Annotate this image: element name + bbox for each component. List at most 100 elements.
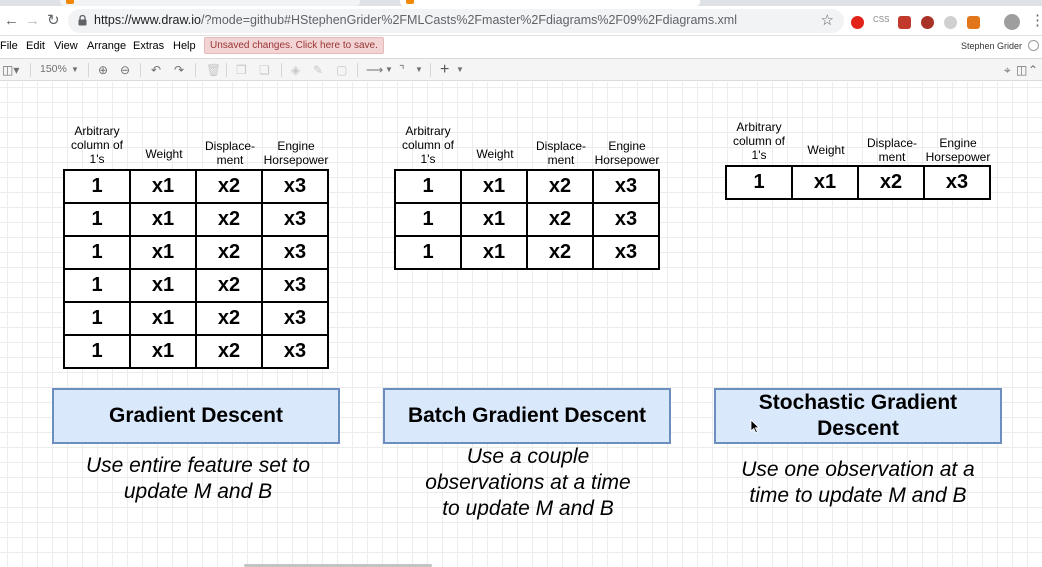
table-cell: 1 <box>725 165 793 200</box>
menu-file[interactable]: File <box>0 40 18 52</box>
table-cell: x1 <box>129 301 197 336</box>
browser-tab-active[interactable] <box>400 0 700 6</box>
table-cell: 1 <box>63 235 131 270</box>
table-cell: 1 <box>394 202 462 237</box>
table-cell: x3 <box>261 235 329 270</box>
collapse-icon[interactable]: ⌃ <box>1028 63 1039 77</box>
menu-arrange[interactable]: Arrange <box>87 40 127 52</box>
header-arbitrary-column: Arbitrary column of 1's <box>732 120 786 162</box>
table-cell: 1 <box>63 301 131 336</box>
menu-view[interactable]: View <box>54 40 78 52</box>
header-arbitrary-column: Arbitrary column of 1's <box>70 124 124 166</box>
profile-avatar[interactable] <box>1004 14 1020 30</box>
url-text: https://www.draw.io/?mode=github#HStephe… <box>94 13 737 27</box>
stochastic-gradient-descent-card[interactable]: Stochastic Gradient Descent <box>714 388 1002 444</box>
stochastic-gradient-descent-description[interactable]: Use one observation at a time to update … <box>741 458 975 507</box>
toolbar: ◫▾ 150% ▼ ⊕ ⊖ ↶ ↷ 🗑 ❐ ❏ ◈ ✎ ▢ ⟶ ▼ ⌝ ▼ + … <box>0 58 1042 81</box>
header-displacement: Displace- ment <box>866 136 917 164</box>
back-icon[interactable]: ← <box>4 12 19 29</box>
header-weight: Weight <box>476 147 514 161</box>
table-cell: x3 <box>261 169 329 204</box>
table-cell: 1 <box>63 202 131 237</box>
table-row: 1 x1 x2 x3 <box>63 202 329 237</box>
table-cell: x2 <box>195 169 263 204</box>
waypoints-dropdown-icon[interactable]: ▼ <box>415 65 423 74</box>
table-cell: x2 <box>526 235 594 270</box>
extension-icon[interactable] <box>898 16 911 29</box>
format-panel-icon[interactable]: ◫▾ <box>2 63 20 77</box>
zoom-out-icon[interactable]: ⊖ <box>120 63 131 77</box>
table-cell: x1 <box>129 334 197 369</box>
panel-toggle-icon[interactable]: ◫ <box>1016 63 1028 77</box>
opera-extension-icon[interactable] <box>851 16 864 29</box>
table-cell: x1 <box>791 165 859 200</box>
table-cell: x3 <box>261 268 329 303</box>
css-extension-icon[interactable]: CSS <box>873 15 891 28</box>
connection-icon[interactable]: ⟶ <box>366 63 384 77</box>
data-table-stochastic[interactable]: 1 x1 x2 x3 <box>725 165 991 200</box>
metamask-icon[interactable] <box>967 16 980 29</box>
undo-icon[interactable]: ↶ <box>151 63 162 77</box>
browser-tab[interactable] <box>60 0 360 6</box>
table-cell: x1 <box>460 235 528 270</box>
bookmark-star-icon[interactable]: ☆ <box>820 12 834 29</box>
batch-gradient-descent-description[interactable]: Use a couple observations at a time to u… <box>425 445 631 520</box>
fullscreen-icon[interactable]: ⌖ <box>1004 63 1011 77</box>
mouse-cursor-icon <box>750 419 760 434</box>
delete-icon[interactable]: 🗑 <box>206 63 222 77</box>
extension-grey-icon[interactable] <box>944 16 957 29</box>
to-back-icon[interactable]: ❏ <box>259 63 270 77</box>
diagram-canvas[interactable]: Arbitrary column of 1's Weight Displace-… <box>0 82 1042 567</box>
unsaved-changes-button[interactable]: Unsaved changes. Click here to save. <box>204 37 384 54</box>
zoom-in-icon[interactable]: ⊕ <box>98 63 109 77</box>
table-cell: x2 <box>195 301 263 336</box>
menu-edit[interactable]: Edit <box>26 40 45 52</box>
data-table-batch[interactable]: 1 x1 x2 x3 1 x1 x2 x3 1 x1 x2 x3 <box>394 169 660 270</box>
waypoints-icon[interactable]: ⌝ <box>399 63 405 77</box>
table-row: 1 x1 x2 x3 <box>63 235 329 270</box>
table-cell: x2 <box>195 334 263 369</box>
header-weight: Weight <box>145 147 183 161</box>
globe-icon[interactable] <box>1028 40 1039 51</box>
forward-icon[interactable]: → <box>25 12 40 29</box>
table-cell: x2 <box>857 165 925 200</box>
fill-color-icon[interactable]: ◈ <box>291 63 301 77</box>
extension-badge-icon[interactable] <box>921 16 934 29</box>
user-name[interactable]: Stephen Grider <box>960 41 1022 51</box>
menu-help[interactable]: Help <box>173 40 196 52</box>
header-weight: Weight <box>807 143 845 157</box>
header-engine-horsepower: Engine Horsepower <box>925 136 991 164</box>
url-input[interactable]: https://www.draw.io/?mode=github#HStephe… <box>68 9 844 33</box>
table-cell: x2 <box>195 202 263 237</box>
table-cell: x2 <box>195 268 263 303</box>
menu-extras[interactable]: Extras <box>133 40 165 52</box>
insert-dropdown-icon[interactable]: ▼ <box>456 65 464 74</box>
table-cell: x1 <box>129 169 197 204</box>
zoom-dropdown-icon[interactable]: ▼ <box>71 65 79 74</box>
table-cell: x3 <box>261 202 329 237</box>
browser-menu-icon[interactable]: ⋮ <box>1030 12 1042 29</box>
redo-icon[interactable]: ↷ <box>174 63 185 77</box>
insert-plus-icon[interactable]: + <box>440 61 450 78</box>
table-row: 1 x1 x2 x3 <box>725 165 991 200</box>
tab-strip <box>0 0 1042 6</box>
zoom-level[interactable]: 150% <box>40 63 67 75</box>
header-engine-horsepower: Engine Horsepower <box>594 139 660 167</box>
connection-dropdown-icon[interactable]: ▼ <box>385 65 393 74</box>
shadow-icon[interactable]: ▢ <box>336 63 348 77</box>
reload-icon[interactable]: ↻ <box>47 12 60 29</box>
table-row: 1 x1 x2 x3 <box>63 268 329 303</box>
css-extension-label: CSS <box>873 15 890 24</box>
table-row: 1 x1 x2 x3 <box>394 169 660 204</box>
table-cell: x2 <box>195 235 263 270</box>
horizontal-scrollbar[interactable] <box>244 564 432 567</box>
table-row: 1 x1 x2 x3 <box>63 169 329 204</box>
table-row: 1 x1 x2 x3 <box>394 202 660 237</box>
line-color-icon[interactable]: ✎ <box>313 63 324 77</box>
gradient-descent-card[interactable]: Gradient Descent <box>52 388 340 444</box>
gradient-descent-description[interactable]: Use entire feature set to update M and B <box>85 454 311 503</box>
data-table-full[interactable]: 1 x1 x2 x3 1 x1 x2 x3 1 x1 x2 x3 1 x1 x2 x3 1 x1 x2 x3 … <box>63 169 329 369</box>
batch-gradient-descent-card[interactable]: Batch Gradient Descent <box>383 388 671 444</box>
table-row: 1 x1 x2 x3 <box>63 301 329 336</box>
to-front-icon[interactable]: ❐ <box>236 63 247 77</box>
